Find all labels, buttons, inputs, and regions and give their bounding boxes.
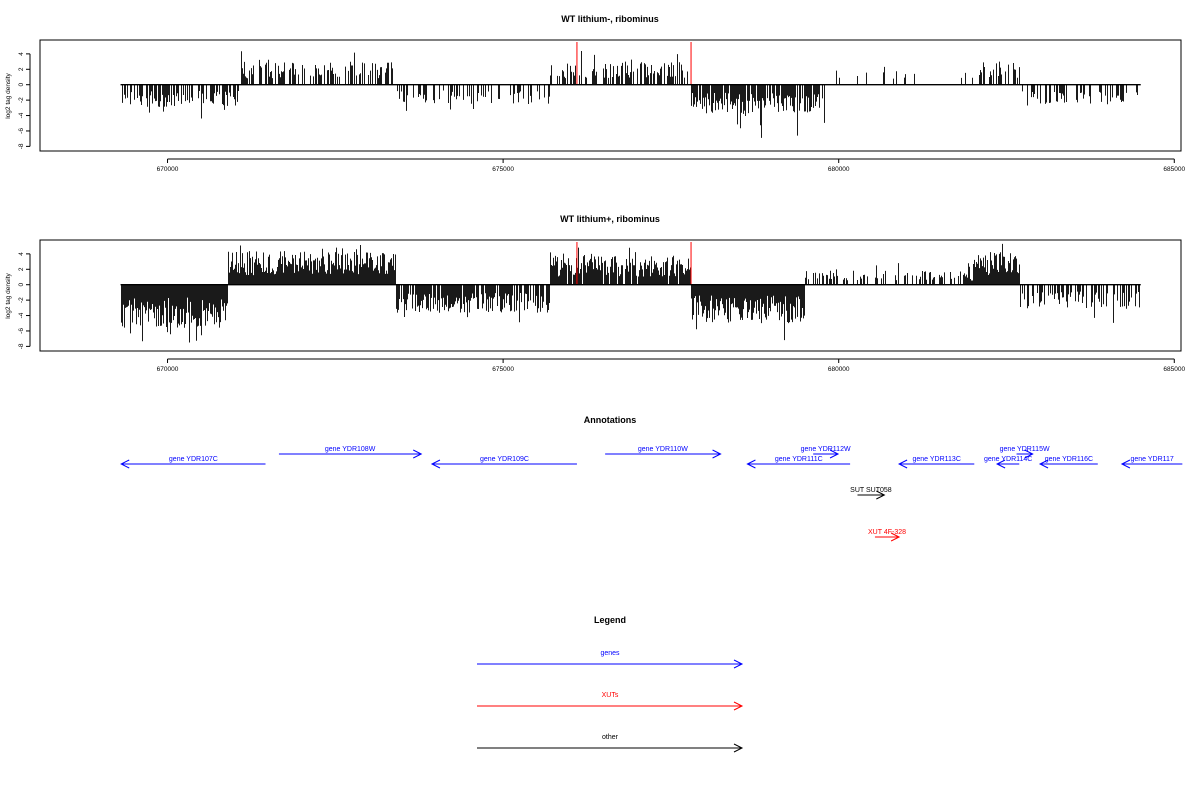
legend-label: XUTs [602,692,619,699]
annotation-arrow-head [1038,459,1049,469]
y-tick-label: -4 [18,312,25,318]
legend-item: XUTs [477,692,744,711]
annotation-feature: XUT 4F-328 [868,529,906,542]
y-tick-label: 4 [18,252,25,256]
y-axis: -8 -6 -4 -2 0 2 4 [18,252,31,349]
y-tick-label: -6 [18,328,25,334]
x-tick-label: 670000 [157,366,179,373]
y-tick-label: 0 [18,83,25,87]
annotation-arrow-head [430,459,441,469]
annotation-feature: gene YDR116C [1038,456,1098,469]
annotation-arrow-head [897,459,908,469]
x-tick-label: 680000 [828,166,850,173]
annotation-label: gene YDR115W [1000,446,1050,453]
y-tick-label: 2 [18,67,25,71]
annotation-feature: gene YDR115W [1000,446,1050,459]
annotation-arrow-head [1024,449,1034,459]
annotation-feature: gene YDR108W [278,446,423,459]
annotation-label: gene YDR112W [801,446,851,453]
annotation-label: gene YDR113C [912,456,960,463]
annotation-feature: gene YDR109C [430,456,577,469]
annotation-feature: gene YDR112W [801,446,851,459]
annotation-label: gene YDR117 [1130,456,1173,463]
annotation-label: gene YDR109C [480,456,529,463]
annotation-arrow-head [876,490,886,500]
tag-density-bars [122,50,1138,138]
legend-items: genes XUTs other [477,650,744,753]
annotation-label: gene YDR110W [638,446,688,453]
annotation-label: gene YDR116C [1045,456,1093,463]
x-axis: 670000 675000 680000 685000 [157,158,1186,173]
legend-arrow-head [733,701,744,711]
track-panel-lithium-plus: WT lithium+, ribominus log2 tag density … [5,214,1186,373]
x-tick-label: 680000 [828,366,850,373]
y-tick-label: -6 [18,128,25,134]
y-axis-label: log2 tag density [5,272,12,318]
annotation-feature: gene YDR107C [120,456,266,469]
y-axis: -8 -6 -4 -2 0 2 4 [18,52,31,149]
annotation-arrow-head [890,532,901,542]
x-tick-label: 685000 [1163,366,1185,373]
legend-label: other [602,734,619,741]
plot-frame [39,239,1182,352]
annotation-label: gene YDR114C [984,456,1032,463]
y-tick-label: 2 [18,267,25,271]
annotation-label: gene YDR111C [775,456,823,463]
track-panel-lithium-minus: WT lithium-, ribominus log2 tag density … [5,14,1186,173]
legend-arrow-head [733,659,744,669]
marker-lines [576,242,692,285]
marker-lines [576,42,692,85]
legend: Legend genes XUTs other [477,615,744,753]
annotation-feature: gene YDR111C [746,456,851,469]
legend-item: genes [477,650,744,669]
legend-title: Legend [594,615,626,625]
annotation-feature: gene YDR110W [605,446,722,459]
annotation-label: SUT SUT058 [850,487,892,494]
y-tick-label: -8 [18,143,25,149]
tag-density-bars [121,243,1140,343]
annotation-label: XUT 4F-328 [868,529,906,536]
annotation-arrow-head [995,459,1006,469]
annotation-arrow-head [1120,459,1131,469]
annotation-feature: SUT SUT058 [850,487,892,500]
y-axis-label: log2 tag density [5,72,12,118]
annotations-title: Annotations [584,415,637,425]
plot-frame [39,39,1182,152]
annotation-features: gene YDR107C gene YDR108W gene YDR109C gene… [120,446,1183,542]
x-tick-label: 685000 [1163,166,1185,173]
x-axis: 670000 675000 680000 685000 [157,358,1186,373]
annotation-arrow-head [829,449,840,459]
annotation-label: gene YDR108W [325,446,376,453]
y-tick-label: 0 [18,283,25,287]
legend-arrow-head [733,743,744,753]
annotation-arrow-head [120,459,130,469]
y-tick-label: -2 [18,297,25,303]
annotation-label: gene YDR107C [169,456,218,463]
annotation-feature: gene YDR113C [897,456,975,469]
y-tick-label: 4 [18,52,25,56]
panel-title: WT lithium-, ribominus [561,14,659,24]
annotation-feature: gene YDR117 [1120,456,1183,469]
panel-title: WT lithium+, ribominus [560,214,660,224]
x-tick-label: 675000 [492,166,514,173]
y-tick-label: -8 [18,343,25,349]
x-tick-label: 670000 [157,166,179,173]
annotation-arrow-head [712,449,722,459]
annotation-feature: gene YDR114C [984,456,1032,469]
y-tick-label: -4 [18,112,25,118]
y-tick-label: -2 [18,97,25,103]
legend-item: other [477,734,744,753]
legend-label: genes [600,650,620,657]
annotation-arrow-head [413,449,423,459]
x-tick-label: 675000 [492,366,514,373]
annotation-arrow-head [746,459,756,469]
